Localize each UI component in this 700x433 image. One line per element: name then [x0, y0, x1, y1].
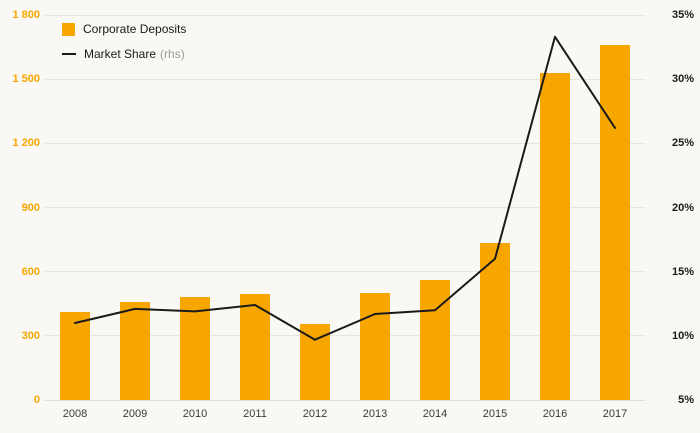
bar-2016 [540, 72, 570, 400]
left-axis-tick-label: 1 800 [12, 9, 40, 21]
gridline [45, 399, 645, 401]
bar-2013 [360, 293, 390, 400]
left-axis-tick-label: 1 500 [12, 73, 40, 86]
legend-item-corporate-deposits: Corporate Deposits [62, 22, 186, 36]
left-axis-tick-label: 600 [21, 265, 40, 278]
x-axis-label-2012: 2012 [302, 408, 328, 420]
bar-2008 [60, 312, 90, 400]
x-axis-label-2008: 2008 [62, 408, 88, 420]
legend-label-rhs-suffix: (rhs) [160, 47, 185, 61]
x-axis-label-2015: 2015 [482, 408, 508, 420]
line-swatch-icon [62, 53, 76, 55]
left-axis-tick-label: 0 [33, 394, 40, 406]
bar-swatch-icon [62, 22, 75, 36]
right-axis-tick-label: 25% [671, 137, 694, 150]
right-axis-tick-label: 5% [678, 394, 694, 406]
gridline [45, 14, 645, 16]
x-axis-label-2017: 2017 [602, 408, 628, 420]
left-axis-tick-label: 300 [21, 329, 40, 342]
right-axis-tick-label: 20% [671, 201, 694, 214]
x-axis-label-2011: 2011 [243, 408, 267, 420]
x-axis-label-2014: 2014 [422, 408, 448, 420]
bar-2014 [420, 280, 450, 400]
bar-2011 [240, 294, 270, 400]
x-axis-label-2016: 2016 [542, 408, 568, 420]
legend-item-market-share: Market Share (rhs) [62, 45, 186, 63]
bar-2017 [600, 44, 630, 400]
bar-2010 [180, 297, 210, 400]
right-axis-tick-label: 30% [671, 73, 694, 86]
left-axis-tick-label: 900 [21, 201, 40, 214]
bar-2009 [120, 301, 150, 400]
legend-label-market-share: Market Share [84, 47, 157, 61]
left-axis-tick-label: 1 200 [12, 137, 40, 150]
x-axis-label-2013: 2013 [362, 408, 388, 420]
chart-legend: Corporate Deposits Market Share (rhs) [62, 22, 186, 63]
legend-label-corporate-deposits: Corporate Deposits [83, 22, 187, 36]
right-axis-tick-label: 10% [671, 329, 694, 342]
x-axis-label-2010: 2010 [182, 408, 208, 420]
bar-2015 [480, 242, 510, 400]
bar-2012 [300, 324, 330, 400]
right-axis-tick-label: 15% [671, 265, 694, 278]
x-axis-label-2009: 2009 [122, 408, 148, 420]
right-axis-tick-label: 35% [671, 9, 694, 21]
